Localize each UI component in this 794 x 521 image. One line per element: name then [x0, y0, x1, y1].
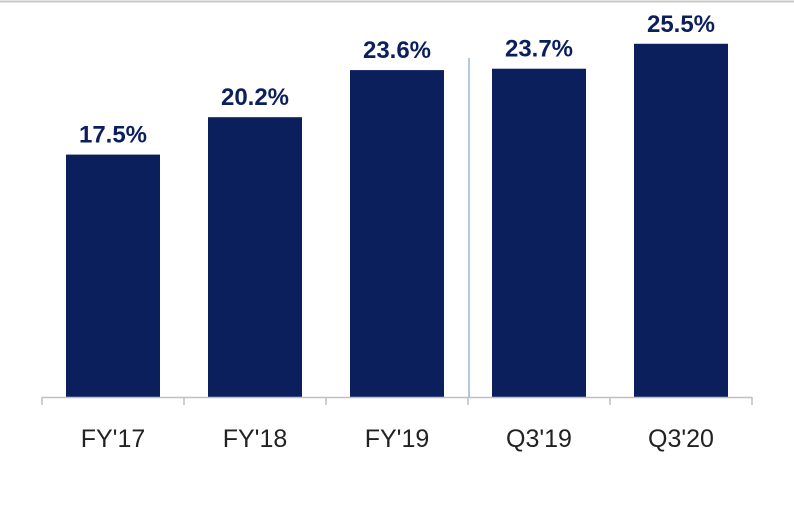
x-tick-label-0: FY'17	[81, 425, 146, 453]
bar-1	[208, 117, 302, 397]
x-axis: FY'17 FY'18 FY'19 Q3'19 Q3'20	[41, 396, 753, 453]
data-label-3: 23.7%	[505, 36, 573, 63]
bars-group: 17.5% 20.2% 23.6% 23.7% 25.5%	[66, 11, 728, 398]
bar-0	[66, 154, 160, 397]
data-label-1: 20.2%	[221, 84, 289, 111]
data-label-2: 23.6%	[363, 37, 431, 64]
x-tick-label-4: Q3'20	[648, 425, 714, 453]
data-label-0: 17.5%	[79, 122, 147, 149]
data-label-4: 25.5%	[647, 11, 715, 38]
x-tick-label-3: Q3'19	[506, 425, 572, 453]
bar-3	[492, 68, 586, 397]
x-tick-label-1: FY'18	[223, 425, 288, 453]
bar-4	[634, 43, 728, 398]
x-tick-label-2: FY'19	[365, 425, 430, 453]
bar-2	[350, 70, 444, 397]
